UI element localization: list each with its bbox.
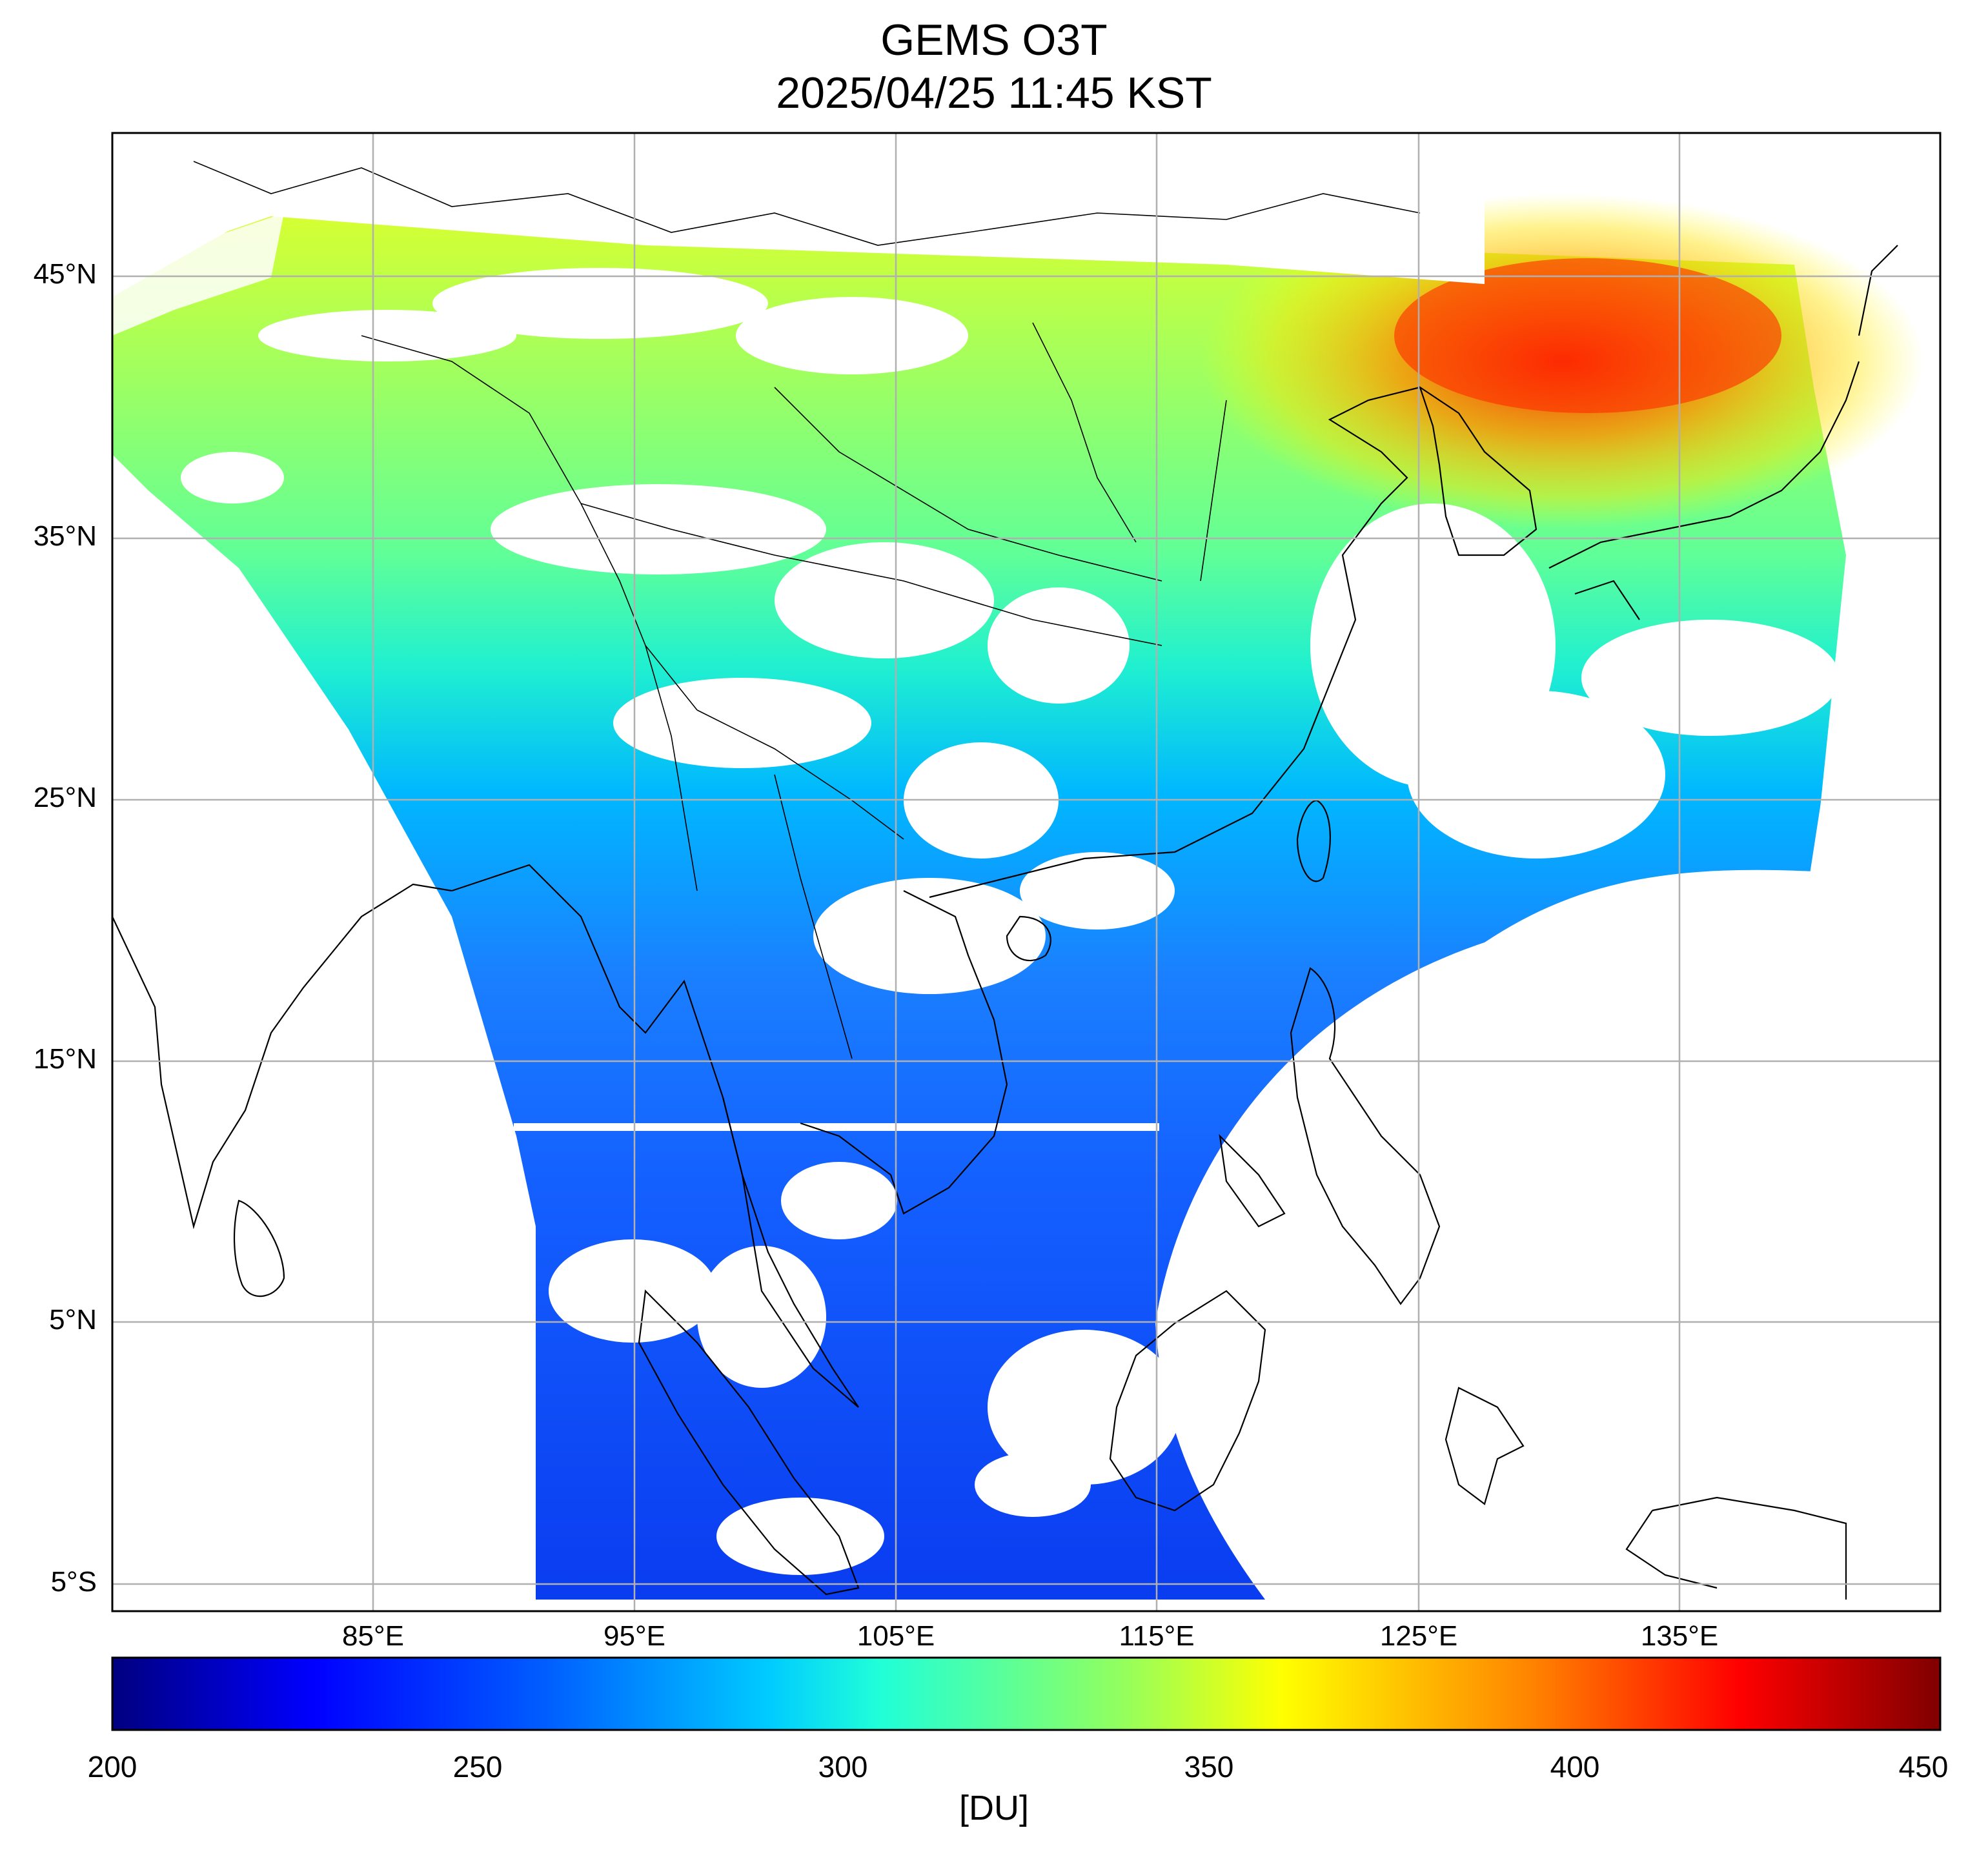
indochina-coast: [451, 864, 859, 1408]
taiwan: [1296, 799, 1331, 882]
sulawesi: [1445, 1387, 1525, 1505]
lon-label-85e: 85°E: [342, 1620, 404, 1652]
china-coast: [929, 386, 1421, 899]
lon-label-125e: 125°E: [1379, 1620, 1458, 1652]
colorbar-tick-400: 400: [1550, 1750, 1600, 1784]
lon-label-105e: 105°E: [857, 1620, 935, 1652]
sumatra: [638, 1289, 860, 1596]
map-timestamp: 2025/04/25 11:45 KST: [776, 68, 1212, 117]
high-ozone-core: [1394, 258, 1781, 413]
colorbar-tick-200: 200: [87, 1750, 137, 1784]
philippines: [1219, 967, 1441, 1305]
lat-label-5n: 5°N: [49, 1304, 97, 1336]
borneo: [1109, 1290, 1266, 1512]
colorbar-tick-450: 450: [1898, 1750, 1949, 1784]
vietnam-coast: [800, 890, 1008, 1215]
new-guinea: [1625, 1496, 1847, 1600]
lon-label-115e: 115°E: [1119, 1620, 1195, 1652]
ozone-field: [112, 133, 1940, 1600]
colorbar-tick-350: 350: [1184, 1750, 1234, 1784]
india-coast: [112, 883, 452, 1230]
lat-label-35n: 35°N: [33, 520, 97, 552]
map-frame: [111, 132, 1942, 1612]
cloud-mask: [112, 133, 1940, 1575]
colorbar-units: [DU]: [959, 1789, 1029, 1827]
malay-peninsula: [722, 1097, 859, 1408]
lat-label-25n: 25°N: [33, 782, 97, 813]
map-title: GEMS O3T: [880, 15, 1108, 65]
lat-label-5s: 5°S: [50, 1566, 97, 1598]
japan: [1548, 245, 1898, 620]
lon-label-95e: 95°E: [604, 1620, 665, 1652]
lat-label-15n: 15°N: [33, 1043, 97, 1075]
sri-lanka: [233, 1199, 285, 1297]
graticule: [112, 133, 1940, 1611]
inner-borders: [193, 161, 1421, 1059]
hainan: [1006, 915, 1051, 962]
korea: [1418, 385, 1537, 556]
colorbar: [111, 1656, 1942, 1731]
coastlines: [112, 161, 1898, 1600]
lon-label-135e: 135°E: [1640, 1620, 1719, 1652]
colorbar-tick-300: 300: [818, 1750, 868, 1784]
lat-label-45n: 45°N: [33, 258, 97, 290]
colorbar-tick-250: 250: [452, 1750, 503, 1784]
